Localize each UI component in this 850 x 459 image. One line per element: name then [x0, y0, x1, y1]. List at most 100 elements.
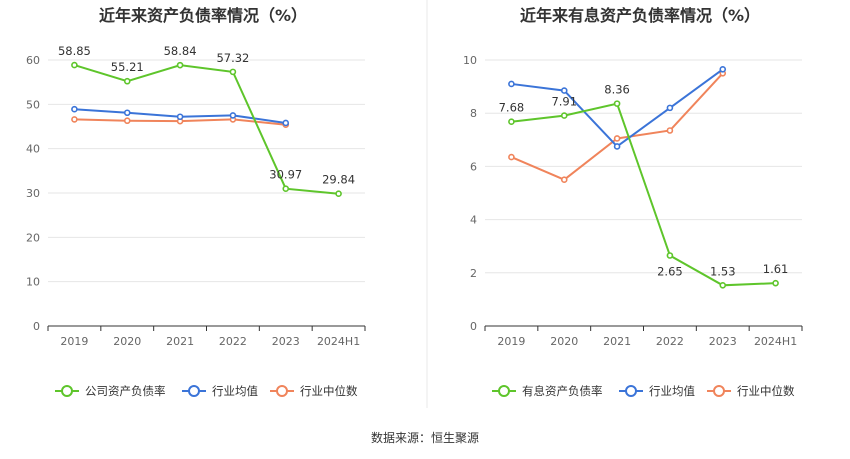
x-tick-label: 2023	[709, 335, 737, 348]
y-tick-label: 6	[470, 160, 477, 173]
data-point[interactable]	[666, 127, 674, 134]
data-point[interactable]	[71, 61, 78, 69]
legend: 公司资产负债率 行业均值 行业中位数	[55, 384, 358, 398]
chart-interest-bearing-debt-ratio: 近年来有息资产负债率情况（%） 0 2 4 6 8 10 2019 2020 2021 2022…	[463, 6, 803, 398]
data-point[interactable]	[123, 109, 131, 117]
legend-item-industry-median[interactable]: 行业中位数	[707, 384, 795, 398]
chart-title-debt-ratio: 近年来资产负债率情况（%）	[99, 6, 307, 25]
data-point[interactable]	[613, 100, 621, 107]
data-point[interactable]	[560, 87, 568, 94]
legend-marker-median	[276, 385, 288, 397]
series-line	[74, 64, 339, 195]
y-tick-label: 2	[470, 267, 477, 280]
data-point[interactable]	[719, 282, 727, 289]
y-tick-label: 40	[26, 143, 40, 156]
legend-marker-average	[625, 385, 637, 397]
data-point[interactable]	[772, 279, 779, 287]
data-point[interactable]	[282, 119, 290, 127]
data-point[interactable]	[176, 113, 184, 121]
legend-item-interest-bearing-ratio[interactable]: 有息资产负债率	[492, 384, 603, 398]
data-labels: 58.85 55.21 58.84 57.32 30.97 29.84	[58, 44, 355, 187]
x-tick-label: 2019	[60, 335, 88, 348]
y-tick-label: 4	[470, 214, 477, 227]
legend-item-company-debt-ratio[interactable]: 公司资产负债率	[55, 384, 166, 398]
data-label: 1.61	[763, 262, 789, 276]
x-tick-label: 2024H1	[754, 335, 797, 348]
series-lines	[71, 61, 342, 198]
legend: 有息资产负债率 行业均值 行业中位数	[492, 384, 795, 398]
data-point[interactable]	[560, 176, 568, 183]
legend-item-industry-average[interactable]: 行业均值	[619, 384, 695, 398]
y-axis-ticks: 0 2 4 6 8 10	[463, 54, 477, 333]
legend-label-median: 行业中位数	[300, 384, 358, 398]
y-tick-label: 10	[26, 276, 40, 289]
data-point[interactable]	[282, 185, 290, 192]
data-label: 1.53	[710, 264, 736, 278]
legend-marker-median	[713, 385, 725, 397]
y-axis-ticks: 0 10 20 30 40 50 60	[26, 54, 40, 333]
series-line	[511, 102, 776, 287]
data-label: 29.84	[322, 173, 355, 187]
x-axis-ticks: 2019 2020 2021 2022 2023 2024H1	[60, 335, 360, 348]
legend-label-average: 行业均值	[649, 384, 695, 398]
data-label: 30.97	[269, 168, 302, 182]
data-point[interactable]	[508, 118, 515, 126]
legend-label-average: 行业均值	[212, 384, 258, 398]
data-point[interactable]	[666, 252, 674, 259]
data-labels: 7.68 7.91 8.36 2.65 1.53 1.61	[499, 83, 789, 279]
data-label: 8.36	[604, 83, 630, 97]
chart-debt-ratio: 近年来资产负债率情况（%） 0 10 20 30 40 50 60 2019 2020 2021…	[26, 6, 366, 398]
x-tick-label: 2020	[113, 335, 141, 348]
x-tick-label: 2021	[166, 335, 194, 348]
chart-title-interest-bearing: 近年来有息资产负债率情况（%）	[520, 6, 760, 25]
x-tick-label: 2022	[219, 335, 247, 348]
data-point[interactable]	[613, 143, 621, 150]
data-point[interactable]	[229, 68, 237, 76]
legend-label-median: 行业中位数	[737, 384, 795, 398]
data-label: 58.85	[58, 44, 91, 58]
x-axis-ticks: 2019 2020 2021 2022 2023 2024H1	[497, 335, 797, 348]
grid-lines	[485, 59, 802, 274]
x-tick-label: 2021	[603, 335, 631, 348]
data-point[interactable]	[719, 66, 727, 73]
legend-marker-average	[188, 385, 200, 397]
y-tick-label: 10	[463, 54, 477, 67]
x-tick-label: 2019	[497, 335, 525, 348]
data-label: 7.91	[551, 95, 577, 109]
data-point[interactable]	[71, 105, 78, 113]
y-tick-label: 60	[26, 54, 40, 67]
data-point[interactable]	[71, 116, 78, 123]
data-point[interactable]	[335, 190, 342, 198]
x-tick-label: 2022	[656, 335, 684, 348]
data-point[interactable]	[613, 135, 621, 142]
x-tick-label: 2020	[550, 335, 578, 348]
data-point[interactable]	[508, 153, 515, 161]
data-label: 7.68	[499, 101, 525, 115]
legend-marker-company	[61, 385, 73, 397]
legend-label-company: 公司资产负债率	[85, 384, 166, 398]
data-label: 58.84	[164, 44, 197, 58]
data-point[interactable]	[229, 112, 237, 119]
data-point[interactable]	[123, 77, 131, 85]
data-point[interactable]	[176, 61, 184, 69]
x-axis	[47, 325, 366, 331]
legend-label-company: 有息资产负债率	[522, 384, 603, 398]
grid-lines	[48, 59, 365, 283]
data-point[interactable]	[123, 117, 131, 125]
data-point[interactable]	[560, 112, 568, 119]
series-lines	[508, 66, 779, 289]
legend-item-industry-average[interactable]: 行业均值	[182, 384, 258, 398]
x-axis	[484, 325, 803, 331]
data-label: 2.65	[657, 265, 683, 279]
data-source: 数据来源：恒生聚源	[371, 430, 479, 445]
y-tick-label: 0	[470, 320, 477, 333]
data-label: 55.21	[111, 60, 144, 74]
y-tick-label: 50	[26, 98, 40, 111]
data-point[interactable]	[666, 104, 674, 112]
y-tick-label: 0	[33, 320, 40, 333]
x-tick-label: 2024H1	[317, 335, 360, 348]
data-point[interactable]	[508, 80, 515, 88]
legend-item-industry-median[interactable]: 行业中位数	[270, 384, 358, 398]
y-tick-label: 20	[26, 231, 40, 244]
